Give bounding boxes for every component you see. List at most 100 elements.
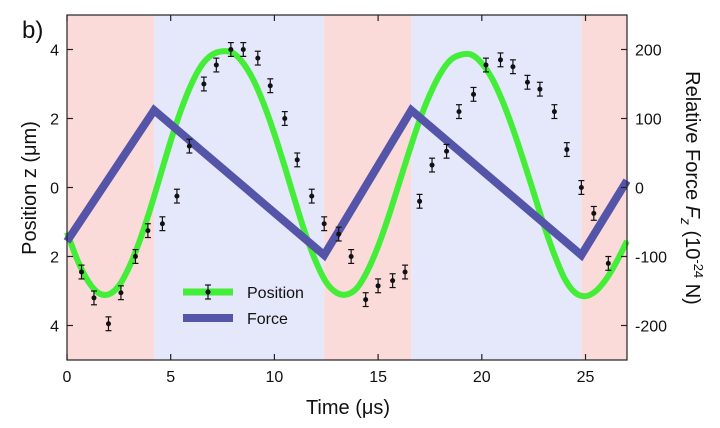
data-point (363, 297, 369, 303)
right-axis-title-unit: (10 (681, 225, 703, 259)
data-point (471, 91, 477, 97)
y-right-tick-label: 0 (635, 181, 644, 198)
data-point (240, 47, 246, 52)
right-axis-title-symbol: F (681, 206, 703, 220)
y-left-tick-label: 0 (50, 181, 59, 198)
data-point (483, 62, 489, 68)
position-point-0 (78, 264, 85, 280)
position-point-35 (551, 104, 558, 120)
data-point (118, 290, 124, 296)
curves-layer (63, 48, 631, 300)
position-point-7 (173, 188, 180, 204)
data-point (186, 143, 192, 149)
position-point-14 (267, 78, 274, 94)
legend-position-marker (205, 289, 211, 295)
data-point (591, 210, 597, 216)
data-point (390, 278, 396, 284)
y-left-tick-label: 4 (50, 43, 59, 60)
position-point-32 (509, 59, 516, 75)
position-point-27 (443, 143, 450, 159)
position-point-13 (254, 50, 261, 66)
position-point-17 (308, 188, 315, 204)
right-axis-title: Relative Force Fz (10-24 N) (678, 71, 706, 305)
data-point (321, 221, 327, 227)
data-point (605, 260, 611, 266)
background-regions (67, 15, 627, 360)
position-point-19 (335, 226, 342, 242)
position-point-24 (402, 264, 409, 280)
position-point-1 (90, 290, 97, 306)
data-point (294, 157, 300, 163)
data-point (578, 185, 584, 190)
data-point (497, 57, 503, 63)
position-point-3 (117, 285, 124, 301)
data-point (524, 79, 530, 85)
data-point (510, 64, 516, 70)
position-point-6 (159, 216, 166, 232)
right-axis-title-suffix: N) (681, 278, 703, 305)
data-point (91, 295, 97, 301)
data-point (174, 193, 180, 199)
position-point-31 (497, 52, 504, 68)
data-point (132, 254, 138, 259)
data-point (201, 81, 207, 87)
y-right-tick-label: 100 (635, 112, 662, 129)
data-point (444, 148, 450, 154)
data-point (145, 228, 151, 234)
position-point-21 (362, 292, 369, 308)
position-point-5 (144, 223, 151, 239)
data-point (348, 254, 354, 259)
x-axis-title: Time (μs) (306, 397, 390, 419)
x-tick-label: 10 (266, 369, 284, 386)
data-point (79, 269, 85, 275)
legend-item-force: Force (183, 311, 288, 328)
legend-label-force: Force (247, 311, 288, 328)
data-point (564, 147, 570, 153)
position-point-34 (536, 81, 543, 97)
position-point-30 (482, 57, 489, 73)
position-point-12 (240, 41, 247, 58)
data-point (402, 269, 408, 275)
data-point (228, 47, 234, 52)
x-tick-label: 0 (63, 369, 72, 386)
legend-label-position: Position (247, 285, 304, 302)
y-right-tick-label: 200 (635, 43, 662, 60)
data-point (551, 109, 557, 115)
legend-item-position: Position (183, 284, 304, 302)
position-point-33 (524, 74, 531, 90)
position-point-29 (470, 86, 477, 102)
position-point-11 (227, 41, 234, 58)
x-tick-label: 15 (369, 369, 387, 386)
data-point (456, 109, 462, 115)
data-point (255, 55, 261, 61)
force-line (63, 104, 631, 262)
position-point-22 (375, 278, 382, 294)
position-point-26 (429, 157, 436, 173)
position-point-9 (200, 76, 207, 92)
position-point-4 (132, 249, 139, 264)
y-left-tick-label: 2 (50, 112, 59, 129)
data-point (375, 283, 381, 289)
position-point-18 (321, 216, 328, 232)
position-point-39 (605, 255, 612, 271)
position-point-28 (456, 104, 462, 120)
position-fit-curve (64, 48, 630, 300)
data-point (429, 162, 435, 168)
legend: Position Force (183, 284, 304, 328)
right-axis-title-subscript: z (678, 217, 694, 225)
position-point-2 (105, 316, 112, 332)
data-point (309, 193, 315, 199)
position-point-38 (590, 205, 597, 221)
position-point-10 (213, 57, 220, 73)
position-point-8 (186, 138, 193, 154)
data-point (213, 62, 219, 68)
data-point (537, 86, 543, 92)
position-point-16 (294, 152, 301, 168)
position-point-25 (416, 193, 423, 209)
position-point-23 (389, 273, 396, 289)
right-axis-title-exponent: -24 (691, 259, 706, 278)
data-point (267, 83, 273, 89)
